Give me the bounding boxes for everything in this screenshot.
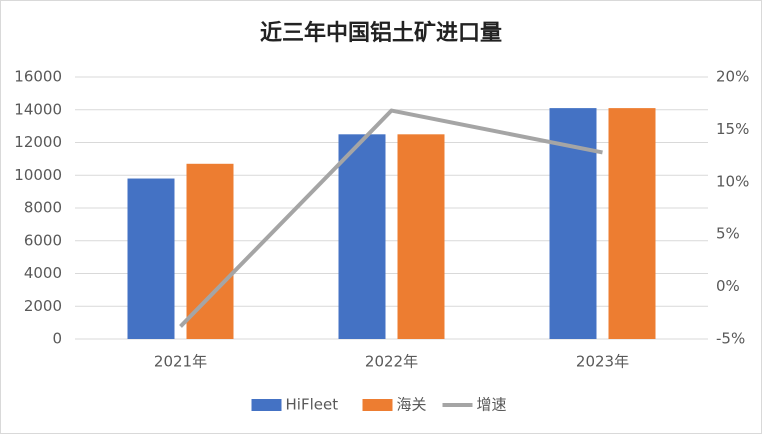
y2-tick-label: 15% [716,120,749,138]
y2-tick-label: 20% [716,68,749,86]
x-tick-label: 2022年 [365,353,418,371]
legend-label: 增速 [477,396,507,414]
y-tick-label: 12000 [14,133,62,151]
y-tick-label: 6000 [24,231,62,249]
legend-swatch [251,399,282,411]
bar [608,108,656,339]
y-tick-label: 4000 [24,264,62,282]
y-tick-label: 16000 [14,68,62,86]
line [179,108,603,328]
y-tick-label: 2000 [24,297,62,315]
legend-label: 海关 [397,396,427,414]
y-tick-label: 10000 [14,166,62,184]
legend-swatch [362,399,393,411]
y-tick-label: 8000 [24,199,62,217]
bar [127,178,175,339]
y2-tick-label: 0% [716,277,740,295]
y-tick-label: 0 [52,330,62,348]
y2-tick-label: -5% [716,330,745,348]
y2-tick-label: 10% [716,172,749,190]
y2-tick-label: 5% [716,225,740,243]
y-tick-label: 14000 [14,100,62,118]
bar [397,134,445,339]
x-tick-label: 2023年 [576,353,629,371]
chart-title: 近三年中国铝土矿进口量 [260,20,502,46]
x-tick-label: 2021年 [154,353,207,371]
bar [338,134,386,339]
legend-label: HiFleet [286,396,339,414]
